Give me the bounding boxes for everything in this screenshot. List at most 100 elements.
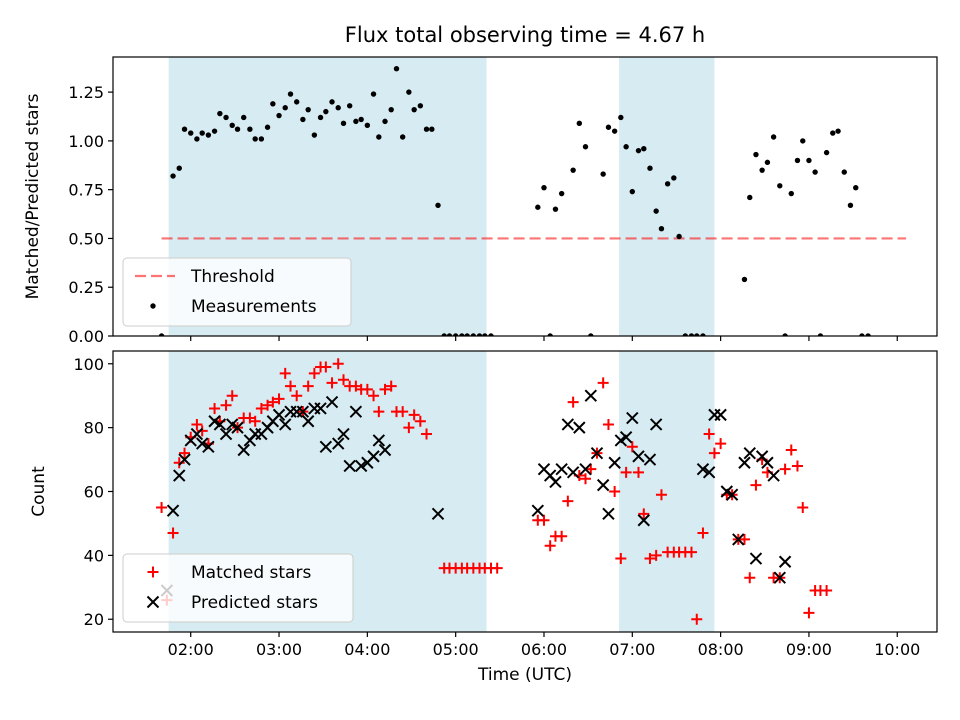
predicted-star-point bbox=[219, 427, 233, 441]
legend-label: Matched stars bbox=[191, 563, 311, 583]
measurement-point bbox=[311, 132, 318, 138]
matched-star-point bbox=[538, 514, 550, 526]
matched-star-point bbox=[644, 553, 656, 565]
matched-star-point bbox=[302, 380, 314, 392]
measurement-point bbox=[340, 120, 347, 127]
measurement-point bbox=[853, 185, 859, 191]
y-tick-label: 0.50 bbox=[68, 229, 104, 248]
measurement-point bbox=[618, 114, 624, 121]
matched-star-point bbox=[779, 463, 791, 475]
x-tick-label: 06:00 bbox=[521, 640, 567, 659]
matched-star-point bbox=[626, 441, 638, 453]
measurement-point bbox=[676, 233, 682, 240]
predicted-star-point bbox=[619, 431, 633, 444]
measurement-point bbox=[782, 333, 788, 336]
measurement-point bbox=[635, 147, 642, 154]
measurement-point bbox=[547, 333, 553, 336]
measurement-point bbox=[300, 116, 306, 123]
legend-measurement-swatch bbox=[150, 303, 156, 309]
predicted-star-point bbox=[602, 507, 615, 521]
marks-layer bbox=[158, 66, 907, 336]
matched-star-point bbox=[579, 473, 591, 485]
measurement-point bbox=[482, 333, 488, 336]
measurement-point bbox=[552, 206, 559, 212]
matched-star-point bbox=[167, 527, 179, 539]
measurement-point bbox=[170, 173, 176, 179]
measurement-point bbox=[770, 134, 777, 140]
predicted-star-point bbox=[314, 402, 327, 415]
matched-star-point bbox=[332, 358, 344, 370]
predicted-star-point bbox=[696, 462, 710, 476]
matched-star-point bbox=[249, 415, 261, 427]
measurement-point bbox=[382, 118, 388, 125]
matched-star-point bbox=[785, 444, 797, 456]
measurement-point bbox=[452, 333, 459, 336]
measurement-point bbox=[411, 106, 417, 113]
measurement-point bbox=[777, 183, 783, 189]
predicted-star-point bbox=[555, 462, 568, 476]
matched-star-point bbox=[609, 486, 621, 497]
measurement-point bbox=[859, 333, 865, 336]
measurement-point bbox=[558, 190, 565, 197]
predicted-star-point bbox=[202, 440, 215, 454]
measurement-point bbox=[694, 333, 700, 336]
y-tick-label: 100 bbox=[73, 355, 104, 374]
matched-star-point bbox=[273, 393, 285, 405]
matched-star-point bbox=[267, 396, 279, 408]
measurement-point bbox=[258, 136, 265, 142]
predicted-star-point bbox=[749, 552, 763, 565]
measurement-point bbox=[817, 333, 824, 336]
x-tick-label: 10:00 bbox=[874, 640, 920, 659]
observing-window-band bbox=[619, 57, 715, 336]
measurement-point bbox=[841, 169, 847, 175]
measurement-point bbox=[823, 149, 830, 156]
measurement-point bbox=[682, 333, 688, 336]
measurement-point bbox=[435, 202, 441, 208]
predicted-star-point bbox=[173, 469, 186, 482]
y-tick-label: 1.25 bbox=[68, 83, 104, 102]
predicted-star-point bbox=[549, 475, 562, 489]
measurement-point bbox=[282, 105, 288, 111]
predicted-star-point bbox=[626, 411, 639, 425]
matched-star-point bbox=[620, 466, 632, 478]
matched-star-point bbox=[196, 425, 208, 437]
measurement-point bbox=[794, 157, 801, 164]
measurement-point bbox=[370, 91, 377, 97]
measurement-point bbox=[741, 276, 748, 283]
matched-star-point bbox=[361, 383, 373, 395]
x-tick-label: 09:00 bbox=[786, 640, 832, 659]
matched-star-point bbox=[179, 447, 191, 459]
count-panel: 02:00 03:00 04:00 05:00 06:00 07:00 08:00 09:00… bbox=[29, 350, 938, 685]
matched-star-point bbox=[491, 562, 503, 574]
matched-star-point bbox=[385, 380, 397, 392]
y-tick-label: 60 bbox=[84, 483, 104, 502]
measurement-point bbox=[353, 118, 359, 125]
matched-star-point bbox=[173, 457, 185, 469]
matched-star-point bbox=[408, 409, 420, 421]
predicted-star-point bbox=[325, 395, 339, 409]
y-axis-label: Matched/Predicted stars bbox=[23, 93, 43, 299]
measurement-point bbox=[658, 225, 665, 232]
x-tick-label: 03:00 bbox=[256, 640, 302, 659]
legend-label: Measurements bbox=[191, 297, 317, 317]
measurement-point bbox=[847, 202, 854, 208]
axes-frame bbox=[112, 56, 938, 337]
measurement-point bbox=[759, 167, 765, 173]
legend: Matched stars Predicted stars bbox=[122, 553, 354, 623]
predicted-star-point bbox=[213, 418, 227, 431]
measurement-point bbox=[270, 101, 276, 107]
matched-star-point bbox=[567, 396, 579, 408]
predicted-star-point bbox=[632, 450, 645, 463]
y-tick-label: 20 bbox=[84, 610, 104, 629]
predicted-star-point bbox=[584, 389, 598, 402]
measurement-point bbox=[835, 128, 841, 134]
matched-star-point bbox=[697, 527, 709, 539]
measurement-point bbox=[335, 105, 341, 111]
matched-star-point bbox=[368, 390, 380, 402]
predicted-star-point bbox=[296, 405, 310, 418]
matched-star-point bbox=[191, 418, 203, 430]
matched-star-point bbox=[326, 377, 338, 389]
predicted-star-point bbox=[778, 555, 792, 568]
matched-star-point bbox=[650, 549, 662, 561]
measurement-point bbox=[287, 91, 294, 97]
